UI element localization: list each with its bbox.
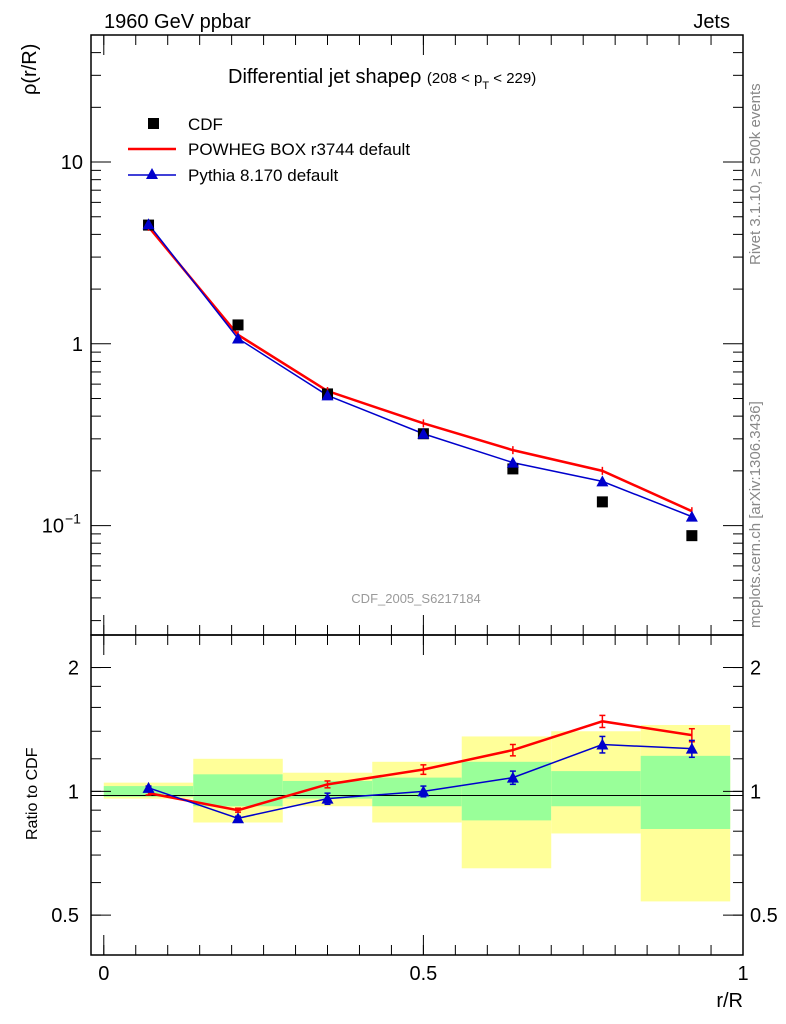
ratio-ytick-label-left: 2 — [68, 658, 79, 680]
legend-powheg: POWHEG BOX r3744 default — [188, 140, 410, 159]
cdf-point — [507, 463, 519, 475]
legend: CDF POWHEG BOX r3744 default Pythia 8.17… — [128, 115, 410, 185]
watermark: CDF_2005_S6217184 — [351, 591, 480, 606]
ratio-bands — [103, 724, 731, 902]
cdf-point — [686, 530, 698, 542]
mcplots-label: mcplots.cern.ch [arXiv:1306.3436] — [747, 401, 764, 628]
ratio-pythia-point — [685, 742, 698, 754]
green-band — [282, 780, 373, 799]
pythia-point — [321, 389, 334, 401]
cdf-point — [232, 319, 244, 331]
header-energy: 1960 GeV ppbar — [104, 11, 251, 33]
ratio-ytick-label-left: 1 — [68, 781, 79, 803]
ratio-pythia-point — [142, 781, 155, 793]
ratio-ytick-label-right: 0.5 — [750, 905, 778, 927]
title-suffix: (208 < p — [427, 70, 482, 87]
xtick-label: 0.5 — [409, 963, 437, 985]
pythia-point — [142, 218, 155, 230]
pythia-point — [506, 456, 519, 468]
ratio-panel: 2 2 1 1 0.5 0.5 0 0.5 1 Ratio to CDF r/R — [24, 634, 778, 1012]
green-band — [461, 761, 552, 821]
ratio-frame — [90, 634, 744, 956]
ratio-data — [142, 714, 698, 824]
xlabel: r/R — [716, 990, 743, 1012]
pythia-point — [417, 427, 430, 439]
legend-pythia-marker — [146, 168, 158, 179]
main-ytick-exponent: −1 — [65, 511, 81, 527]
main-ylabel: ρ(r/R) — [19, 44, 41, 95]
legend-cdf: CDF — [188, 115, 223, 134]
ratio-pythia-point — [596, 738, 609, 750]
header-process: Jets — [693, 11, 730, 33]
ratio-pythia-point — [417, 785, 430, 797]
ratio-ytick-label-right: 2 — [750, 658, 761, 680]
green-band — [640, 755, 731, 829]
ratio-pythia-point — [232, 812, 245, 824]
green-band — [551, 771, 641, 807]
ratio-axis-ticks: 2 2 1 1 0.5 0.5 0 0.5 1 — [51, 635, 778, 985]
main-ytick-label: 10 — [61, 152, 83, 174]
title-sub: T — [482, 80, 489, 92]
ratio-ytick-label-right: 1 — [750, 781, 761, 803]
pythia-point — [685, 510, 698, 522]
pythia-point — [596, 475, 609, 487]
legend-pythia: Pythia 8.170 default — [188, 166, 339, 185]
title-main: Differential jet shapeρ — [228, 66, 421, 88]
ratio-pythia-point — [506, 771, 519, 783]
pythia-line — [147, 223, 693, 518]
title-end: < 229) — [489, 70, 536, 87]
powheg-line — [147, 226, 693, 513]
main-title: Differential jet shapeρ (208 < pT < 229) — [228, 66, 536, 92]
cdf-point — [596, 496, 608, 508]
xtick-label: 1 — [737, 963, 748, 985]
ratio-ytick-label-left: 0.5 — [51, 905, 79, 927]
ratio-pythia-point — [321, 792, 334, 804]
main-ytick-label: 1 — [72, 334, 83, 356]
xtick-label: 0 — [98, 963, 109, 985]
main-ytick-label: 10 — [42, 516, 64, 538]
pythia-point — [232, 332, 245, 344]
main-data — [142, 218, 698, 542]
legend-cdf-marker — [148, 118, 159, 129]
ratio-ylabel: Ratio to CDF — [24, 747, 41, 840]
rivet-label: Rivet 3.1.10, ≥ 500k events — [747, 83, 764, 265]
